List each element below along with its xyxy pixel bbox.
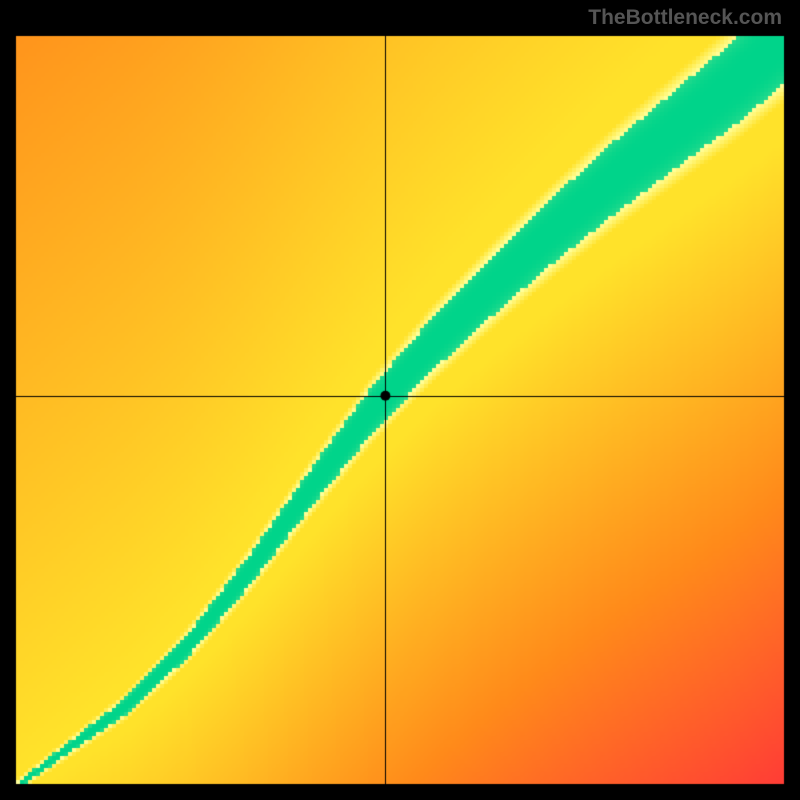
watermark-text: TheBottleneck.com (588, 6, 782, 30)
heatmap-canvas (0, 0, 800, 800)
chart-container: { "watermark": "TheBottleneck.com", "cha… (0, 0, 800, 800)
